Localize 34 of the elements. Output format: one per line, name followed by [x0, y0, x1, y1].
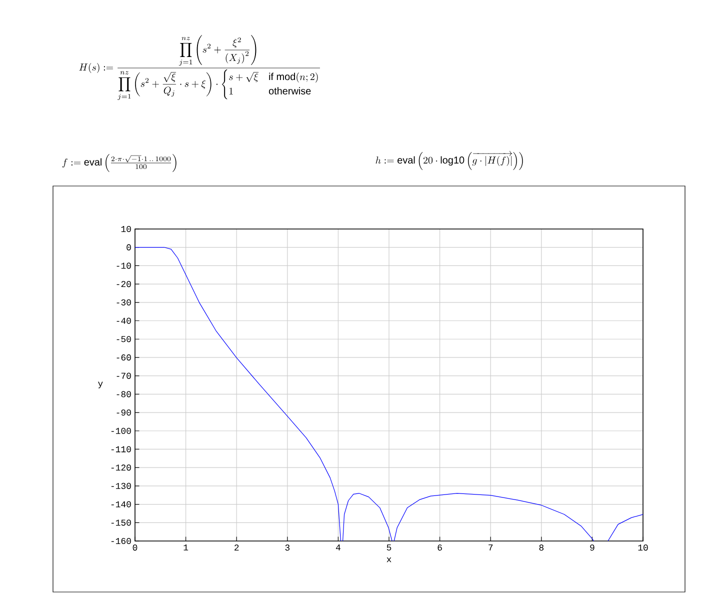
- y-tick-label: -70: [116, 372, 131, 379]
- y-tick-label: -130: [111, 482, 131, 489]
- x-tick-label: 8: [539, 544, 544, 551]
- text: $f:=\mathrm{eval}\left(\frac{2\cdot\pi\cdot\sqrt{-1}\cdot 1\,..\,1000}{100}\right)$: [62, 154, 176, 172]
- text: $h:=\mathrm{eval}\left(20\cdot\mathrm{log10}\left(\overrightarrow{g\cdot\left|H(f)\right|}\right)\right)$: [376, 150, 523, 170]
- x-tick-label: 6: [438, 544, 442, 551]
- y-tick-label: -80: [116, 391, 131, 398]
- y-tick-label: -40: [116, 318, 131, 324]
- y-tick-label: -150: [111, 520, 131, 526]
- y-tick-label: -160: [111, 538, 131, 544]
- x-tick-label: 5: [386, 544, 392, 551]
- x-tick-label: 0: [132, 544, 138, 551]
- x-tick-label: 3: [285, 544, 290, 551]
- y-tick-label: 10: [121, 226, 131, 232]
- text: $H(s):=\dfrac{\displaystyle\prod_{j=1}^{nz}\left(s^{2}+\frac{\xi^{2}}{\left(X_{j}\right)^{2}}\right)}{\displaystyle\prod_{j=1}^{nz}\left(s^{2}+\frac{\sqrt{\xi}}{Q_{j}}\cdot s+\xi\right)\cdot\begin{cases}s+\sqrt{\xi} & \mathrm{if}\ \mathrm{mod}(n;2)\\ 1 & \mathrm{otherwise}\end{cases}}$: [79, 35, 320, 100]
- y-tick-label: -120: [111, 464, 131, 471]
- y-tick-label: -20: [116, 281, 131, 288]
- y-tick-label: -50: [116, 336, 131, 342]
- y-tick-label: -10: [116, 262, 131, 269]
- y-axis-title: y: [98, 382, 103, 388]
- x-tick-label: 9: [590, 544, 594, 551]
- x-tick-label: 1: [184, 544, 188, 550]
- y-tick-label: -90: [116, 409, 131, 416]
- y-tick-label: -60: [116, 354, 131, 361]
- y-tick-label: 0: [126, 244, 131, 250]
- x-tick-label: 7: [488, 544, 493, 550]
- x-tick-label: 2: [234, 544, 239, 551]
- y-tick-label: -140: [111, 501, 131, 508]
- x-tick-label: 10: [638, 544, 648, 551]
- y-tick-label: -110: [111, 446, 131, 452]
- x-tick-label: 4: [336, 544, 340, 550]
- y-tick-label: -30: [116, 299, 131, 306]
- x-axis-title: x: [386, 557, 392, 562]
- y-tick-label: -100: [111, 428, 131, 434]
